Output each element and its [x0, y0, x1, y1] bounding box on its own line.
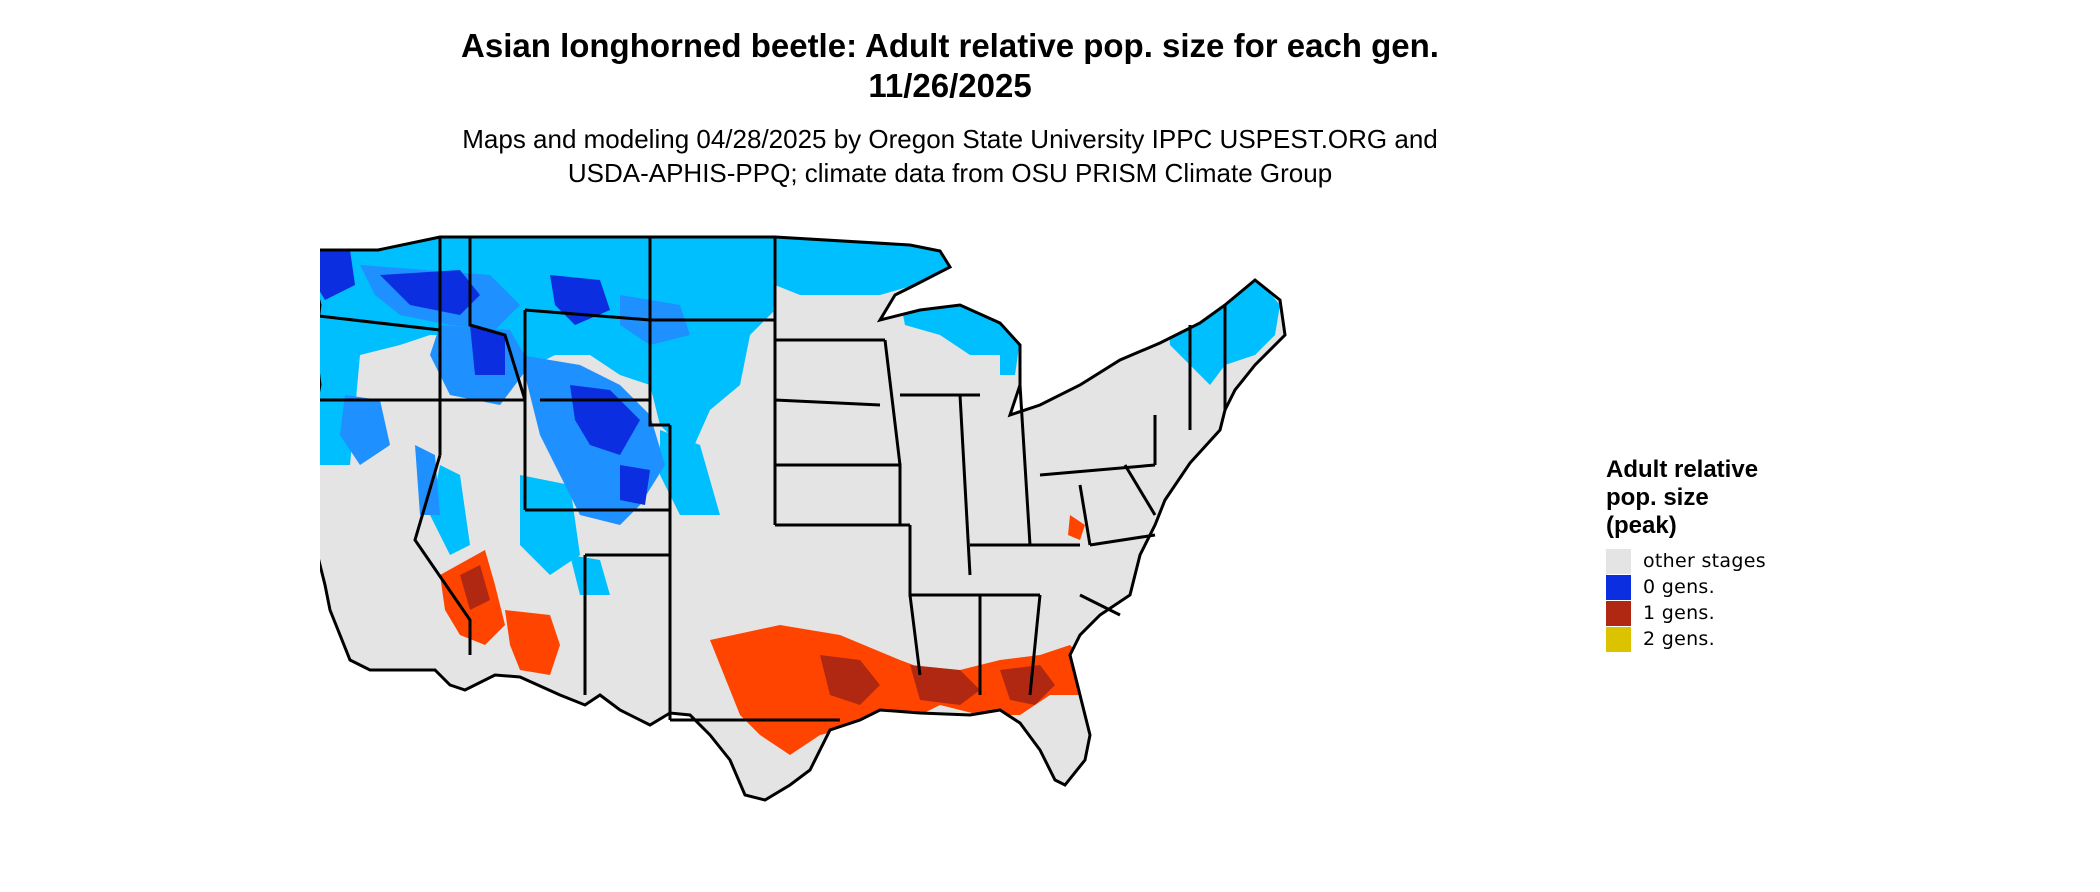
- legend-label-1-gens: 1 gens.: [1643, 602, 1715, 624]
- legend-swatch-0-gens: [1606, 574, 1631, 600]
- map-fill-layer: [320, 237, 1285, 800]
- legend-item-1-gens: 1 gens.: [1606, 600, 1806, 626]
- title-line-1: Asian longhorned beetle: Adult relative …: [461, 27, 1439, 64]
- map-subtitle: Maps and modeling 04/28/2025 by Oregon S…: [0, 122, 1900, 190]
- subtitle-line-2: USDA-APHIS-PPQ; climate data from OSU PR…: [567, 158, 1333, 188]
- legend-label-0-gens: 0 gens.: [1643, 576, 1715, 598]
- legend-title-line-2: pop. size: [1606, 484, 1709, 511]
- legend-label-2-gens: 2 gens.: [1643, 628, 1715, 650]
- subtitle-line-1: Maps and modeling 04/28/2025 by Oregon S…: [462, 124, 1438, 154]
- legend-swatch-2-gens: [1606, 626, 1631, 652]
- legend-swatch-1-gens: [1606, 600, 1631, 626]
- map-legend: Adult relative pop. size (peak) other st…: [1606, 456, 1806, 652]
- legend-swatch-other-stages: [1606, 548, 1631, 574]
- map-title: Asian longhorned beetle: Adult relative …: [0, 26, 1900, 106]
- legend-title-line-1: Adult relative: [1606, 456, 1759, 483]
- state-boundaries: [320, 235, 1287, 802]
- us-map-svg: [320, 235, 1287, 802]
- legend-title-line-3: (peak): [1606, 512, 1677, 539]
- legend-item-0-gens: 0 gens.: [1606, 574, 1806, 600]
- title-line-2: 11/26/2025: [868, 67, 1032, 104]
- legend-item-other-stages: other stages: [1606, 548, 1806, 574]
- us-map: [320, 215, 1580, 890]
- one-gen-region: [440, 515, 1090, 755]
- legend-item-2-gens: 2 gens.: [1606, 626, 1806, 652]
- legend-label-other-stages: other stages: [1643, 550, 1766, 572]
- legend-title: Adult relative pop. size (peak): [1606, 456, 1806, 540]
- legend-items: other stages 0 gens. 1 gens. 2 gens.: [1606, 548, 1806, 652]
